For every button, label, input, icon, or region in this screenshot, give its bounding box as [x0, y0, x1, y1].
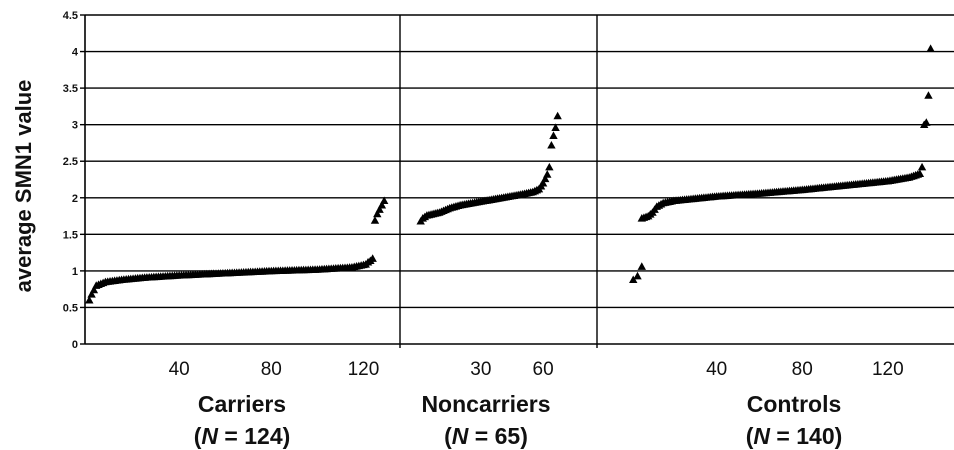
panel-sample-size: (N = 124) [194, 423, 291, 449]
y-tick-label: 4.5 [63, 10, 78, 22]
data-point-triangle [538, 178, 548, 187]
data-point-triangle [373, 209, 382, 218]
panel-n-value: 140 [796, 423, 834, 449]
data-point-triangle [85, 295, 94, 304]
data-point-triangle [553, 111, 562, 120]
data-point-triangle [87, 290, 96, 298]
data-point-triangle [547, 140, 556, 149]
x-tick-label: 80 [261, 359, 282, 380]
x-tick-label: 120 [348, 359, 380, 380]
data-point-triangle [379, 196, 389, 205]
labels: 0 0.5 1 1.5 2 2.5 3 3.5 4 4.5 average SMN1 value 40… [11, 10, 904, 449]
panel-n-value: 65 [495, 423, 521, 449]
x-tick-label: 60 [533, 359, 554, 380]
y-tick-label: 2 [72, 193, 78, 205]
y-tick-label: 2.5 [63, 156, 78, 168]
data-point-triangle [915, 169, 925, 178]
data-point-triangle [926, 44, 935, 52]
data-point-triangle [633, 271, 642, 280]
data-point-triangle [540, 174, 550, 183]
x-tick-label: 120 [872, 359, 904, 380]
data-point-triangle [629, 275, 638, 284]
y-tick-label: 4 [72, 47, 79, 59]
x-tick-label: 40 [706, 359, 727, 380]
y-axis-title: average SMN1 value [11, 80, 36, 293]
panel-sample-size: (N = 140) [746, 423, 843, 449]
data-point-triangle [549, 131, 558, 139]
data-point-triangle [924, 91, 933, 99]
panel-group-name: Carriers [198, 391, 286, 417]
gridlines [85, 14, 954, 345]
data-point-triangle [370, 216, 380, 224]
y-tick-label: 0.5 [63, 302, 78, 314]
x-tick-label: 30 [470, 359, 491, 380]
panel-n-value: 124 [244, 423, 283, 449]
panel-group-name: Noncarriers [421, 391, 550, 417]
panel-sample-size: (N = 65) [444, 423, 528, 449]
data-point-triangle [89, 285, 99, 294]
y-tick-label: 0 [72, 339, 78, 351]
y-tick-label: 1.5 [63, 229, 78, 241]
x-tick-label: 80 [792, 359, 813, 380]
data-points [85, 44, 935, 304]
data-point-triangle [375, 205, 384, 213]
y-tick-label: 3.5 [63, 83, 78, 95]
data-point-triangle [377, 200, 387, 209]
data-point-triangle [637, 262, 646, 270]
x-tick-label: 40 [169, 359, 190, 380]
data-point-triangle [917, 162, 927, 171]
y-tick-label: 1 [72, 266, 78, 278]
data-point-triangle [545, 162, 554, 171]
data-point-triangle [543, 170, 552, 178]
data-point-triangle [922, 118, 931, 126]
panel-group-name: Controls [747, 391, 842, 417]
data-point-triangle [551, 123, 560, 131]
y-tick-label: 3 [72, 120, 78, 132]
data-point-triangle [368, 254, 377, 262]
axes [80, 14, 598, 348]
